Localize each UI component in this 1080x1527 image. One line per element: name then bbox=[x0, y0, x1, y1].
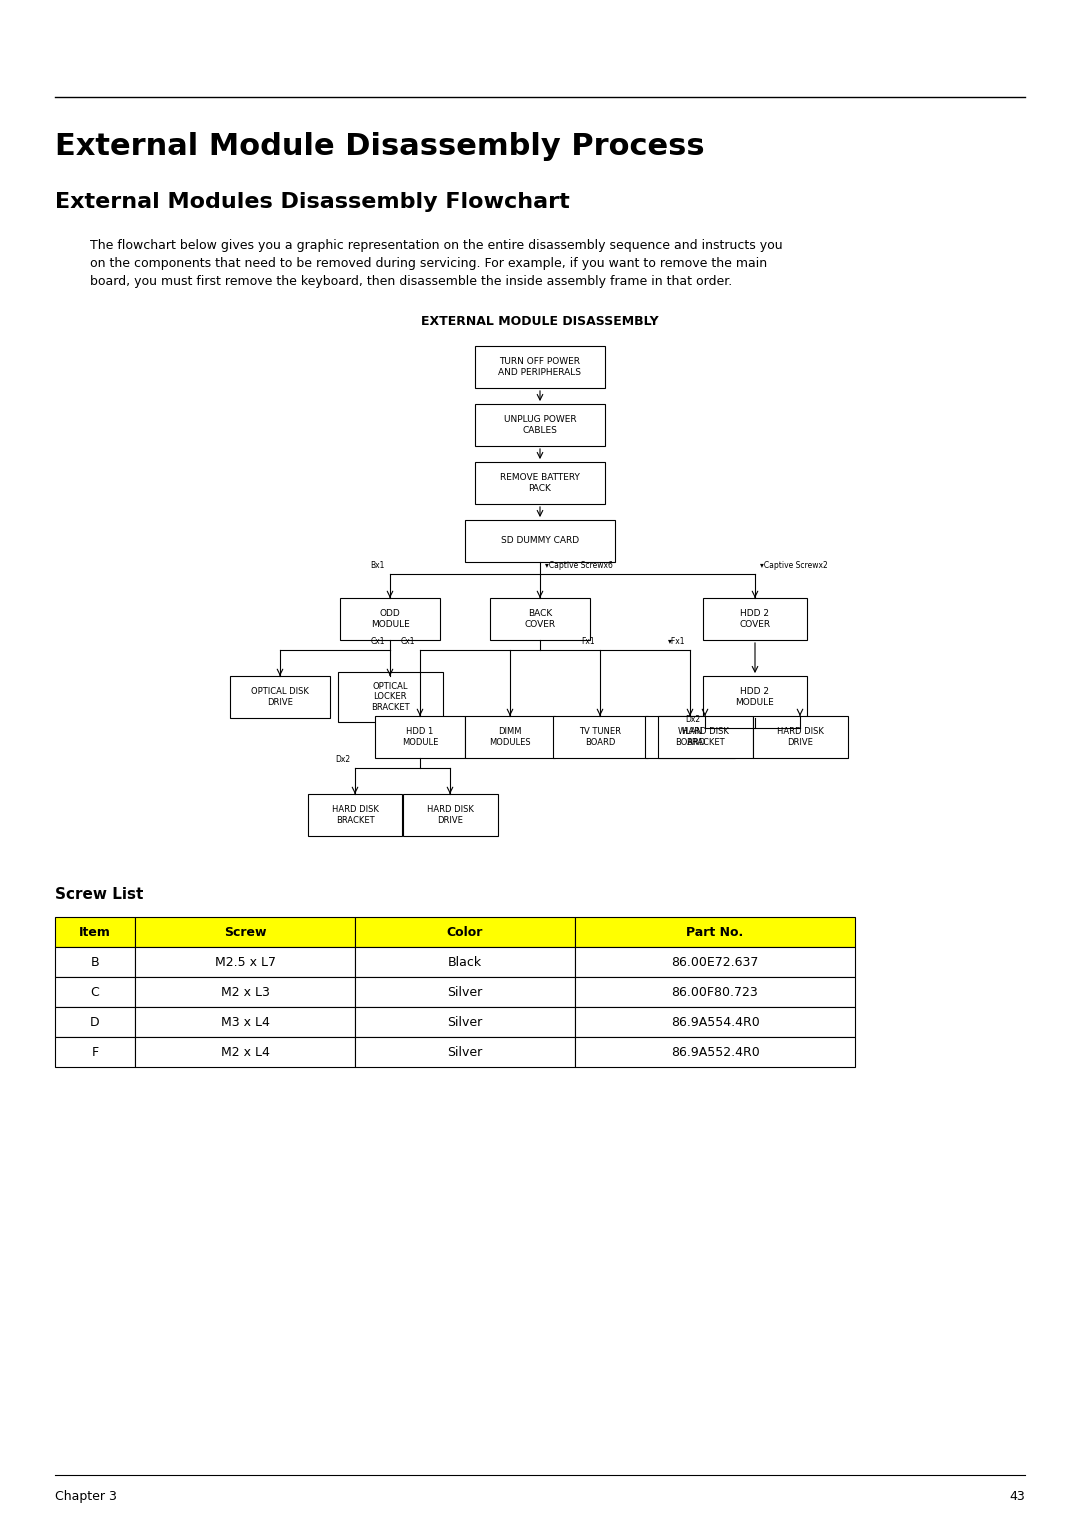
Text: The flowchart below gives you a graphic representation on the entire disassembly: The flowchart below gives you a graphic … bbox=[90, 240, 783, 289]
Text: Silver: Silver bbox=[447, 1015, 483, 1029]
FancyBboxPatch shape bbox=[575, 1037, 855, 1067]
Text: 86.00E72.637: 86.00E72.637 bbox=[672, 956, 758, 968]
FancyBboxPatch shape bbox=[490, 599, 590, 640]
Text: B: B bbox=[91, 956, 99, 968]
Text: M2 x L4: M2 x L4 bbox=[220, 1046, 269, 1058]
FancyBboxPatch shape bbox=[55, 977, 135, 1006]
Text: Color: Color bbox=[447, 925, 483, 939]
Text: DIMM
MODULES: DIMM MODULES bbox=[489, 727, 530, 747]
Text: ▾Fx1: ▾Fx1 bbox=[667, 637, 685, 646]
FancyBboxPatch shape bbox=[658, 716, 753, 757]
Text: 86.9A552.4R0: 86.9A552.4R0 bbox=[671, 1046, 759, 1058]
FancyBboxPatch shape bbox=[135, 977, 355, 1006]
Text: OPTICAL
LOCKER
BRACKET: OPTICAL LOCKER BRACKET bbox=[370, 683, 409, 712]
Text: Bx1: Bx1 bbox=[370, 560, 384, 570]
Text: M3 x L4: M3 x L4 bbox=[220, 1015, 269, 1029]
FancyBboxPatch shape bbox=[702, 599, 808, 640]
Text: Black: Black bbox=[448, 956, 482, 968]
Text: HARD DISK
DRIVE: HARD DISK DRIVE bbox=[777, 727, 823, 747]
FancyBboxPatch shape bbox=[355, 977, 575, 1006]
Text: 86.9A554.4R0: 86.9A554.4R0 bbox=[671, 1015, 759, 1029]
Text: ODD
MODULE: ODD MODULE bbox=[370, 609, 409, 629]
Text: UNPLUG POWER
CABLES: UNPLUG POWER CABLES bbox=[503, 415, 577, 435]
Text: Part No.: Part No. bbox=[687, 925, 744, 939]
Text: Cx1: Cx1 bbox=[401, 637, 415, 646]
Text: Silver: Silver bbox=[447, 1046, 483, 1058]
FancyBboxPatch shape bbox=[465, 716, 555, 757]
Text: 86.00F80.723: 86.00F80.723 bbox=[672, 985, 758, 999]
Text: HDD 1
MODULE: HDD 1 MODULE bbox=[402, 727, 438, 747]
Text: F: F bbox=[92, 1046, 98, 1058]
Text: M2 x L3: M2 x L3 bbox=[220, 985, 269, 999]
Text: ▾Captive Screwx2: ▾Captive Screwx2 bbox=[760, 560, 827, 570]
Text: 43: 43 bbox=[1009, 1490, 1025, 1503]
FancyBboxPatch shape bbox=[55, 947, 135, 977]
Text: Dx2: Dx2 bbox=[685, 715, 700, 724]
Text: External Module Disassembly Process: External Module Disassembly Process bbox=[55, 131, 704, 160]
Text: External Modules Disassembly Flowchart: External Modules Disassembly Flowchart bbox=[55, 192, 570, 212]
FancyBboxPatch shape bbox=[230, 676, 330, 718]
FancyBboxPatch shape bbox=[55, 1037, 135, 1067]
FancyBboxPatch shape bbox=[465, 521, 615, 562]
Text: HARD DISK
BRACKET: HARD DISK BRACKET bbox=[681, 727, 728, 747]
FancyBboxPatch shape bbox=[702, 676, 808, 718]
FancyBboxPatch shape bbox=[475, 405, 605, 446]
FancyBboxPatch shape bbox=[135, 918, 355, 947]
FancyBboxPatch shape bbox=[475, 347, 605, 388]
FancyBboxPatch shape bbox=[340, 599, 440, 640]
Text: BACK
COVER: BACK COVER bbox=[525, 609, 555, 629]
FancyBboxPatch shape bbox=[355, 918, 575, 947]
Text: TURN OFF POWER
AND PERIPHERALS: TURN OFF POWER AND PERIPHERALS bbox=[499, 357, 581, 377]
Text: WLAN
BOARD: WLAN BOARD bbox=[675, 727, 705, 747]
Text: Dx2: Dx2 bbox=[335, 754, 350, 764]
Text: C: C bbox=[91, 985, 99, 999]
FancyBboxPatch shape bbox=[403, 794, 498, 835]
FancyBboxPatch shape bbox=[55, 918, 135, 947]
Text: Silver: Silver bbox=[447, 985, 483, 999]
FancyBboxPatch shape bbox=[575, 977, 855, 1006]
Text: Cx1: Cx1 bbox=[370, 637, 384, 646]
Text: EXTERNAL MODULE DISASSEMBLY: EXTERNAL MODULE DISASSEMBLY bbox=[421, 316, 659, 328]
Text: Screw: Screw bbox=[224, 925, 267, 939]
FancyBboxPatch shape bbox=[135, 1006, 355, 1037]
Text: HARD DISK
DRIVE: HARD DISK DRIVE bbox=[427, 805, 473, 825]
Text: OPTICAL DISK
DRIVE: OPTICAL DISK DRIVE bbox=[251, 687, 309, 707]
FancyBboxPatch shape bbox=[337, 672, 443, 722]
Text: Chapter 3: Chapter 3 bbox=[55, 1490, 117, 1503]
Text: HARD DISK
BRACKET: HARD DISK BRACKET bbox=[332, 805, 378, 825]
Text: ▾Captive Screwx6: ▾Captive Screwx6 bbox=[545, 560, 612, 570]
FancyBboxPatch shape bbox=[645, 716, 735, 757]
FancyBboxPatch shape bbox=[475, 463, 605, 504]
Text: M2.5 x L7: M2.5 x L7 bbox=[215, 956, 275, 968]
Text: REMOVE BATTERY
PACK: REMOVE BATTERY PACK bbox=[500, 473, 580, 493]
Text: Fx1: Fx1 bbox=[581, 637, 595, 646]
FancyBboxPatch shape bbox=[355, 1006, 575, 1037]
Text: Item: Item bbox=[79, 925, 111, 939]
Text: HDD 2
COVER: HDD 2 COVER bbox=[740, 609, 770, 629]
FancyBboxPatch shape bbox=[553, 716, 648, 757]
Text: HDD 2
MODULE: HDD 2 MODULE bbox=[735, 687, 774, 707]
FancyBboxPatch shape bbox=[575, 918, 855, 947]
Text: TV TUNER
BOARD: TV TUNER BOARD bbox=[579, 727, 621, 747]
FancyBboxPatch shape bbox=[135, 947, 355, 977]
FancyBboxPatch shape bbox=[355, 1037, 575, 1067]
Text: D: D bbox=[91, 1015, 99, 1029]
FancyBboxPatch shape bbox=[55, 1006, 135, 1037]
FancyBboxPatch shape bbox=[575, 947, 855, 977]
FancyBboxPatch shape bbox=[135, 1037, 355, 1067]
Text: Screw List: Screw List bbox=[55, 887, 144, 902]
FancyBboxPatch shape bbox=[753, 716, 848, 757]
FancyBboxPatch shape bbox=[575, 1006, 855, 1037]
FancyBboxPatch shape bbox=[355, 947, 575, 977]
FancyBboxPatch shape bbox=[375, 716, 465, 757]
FancyBboxPatch shape bbox=[308, 794, 403, 835]
Text: SD DUMMY CARD: SD DUMMY CARD bbox=[501, 536, 579, 545]
